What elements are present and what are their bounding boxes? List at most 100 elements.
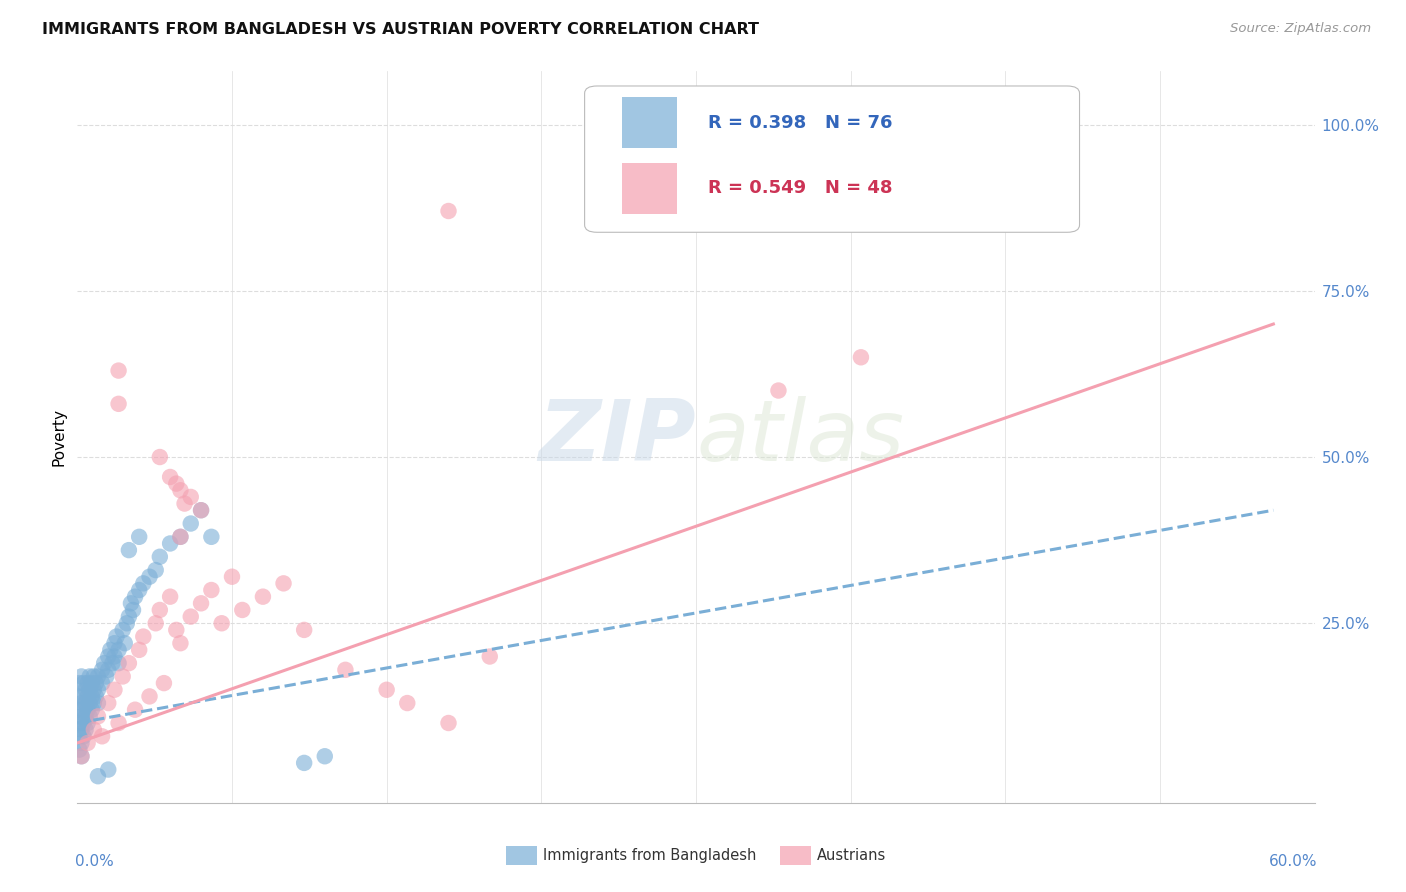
Point [159,590,181,604]
Text: Immigrants from Bangladesh: Immigrants from Bangladesh [543,848,756,863]
FancyBboxPatch shape [585,86,1080,232]
Point [747,118,769,132]
Point [118,609,141,624]
Point [221,570,243,584]
Point [97,763,120,777]
Point [101,656,124,670]
Point [111,623,134,637]
Point [72,676,94,690]
Point [200,582,222,597]
Point [67,716,90,731]
Point [107,716,129,731]
Point [169,530,191,544]
Point [138,570,160,584]
Point [91,729,114,743]
Point [396,696,419,710]
Point [98,643,121,657]
Point [70,749,93,764]
Point [138,690,160,704]
Point [107,397,129,411]
Text: ZIP: ZIP [538,395,696,479]
Point [375,682,398,697]
Bar [621,97,678,148]
Text: IMMIGRANTS FROM BANGLADESH VS AUSTRIAN POVERTY CORRELATION CHART: IMMIGRANTS FROM BANGLADESH VS AUSTRIAN P… [42,22,759,37]
Text: R = 0.549   N = 48: R = 0.549 N = 48 [709,179,893,197]
Point [97,663,120,677]
Point [96,669,118,683]
Point [83,669,105,683]
Point [91,676,114,690]
Point [252,590,274,604]
Text: 60.0%: 60.0% [1268,854,1317,869]
Point [180,490,202,504]
Point [118,543,141,558]
Point [292,623,315,637]
Point [70,669,93,683]
Point [72,690,94,704]
Point [72,716,94,731]
Point [79,669,101,683]
Point [103,649,125,664]
Point [190,503,212,517]
Point [180,609,202,624]
Point [165,623,187,637]
Point [273,576,295,591]
Point [169,483,191,498]
Point [149,549,172,564]
Text: Austrians: Austrians [817,848,886,863]
Point [84,676,107,690]
Point [87,669,110,683]
Point [132,576,155,591]
Point [83,682,105,697]
Point [159,536,181,550]
Point [76,676,98,690]
Point [124,703,146,717]
Point [70,696,93,710]
Point [132,630,155,644]
Point [72,703,94,717]
Point [159,470,181,484]
Point [768,384,790,398]
Point [145,563,167,577]
Point [120,596,142,610]
Point [70,736,93,750]
Point [169,530,191,544]
Point [76,736,98,750]
Point [231,603,253,617]
Point [87,696,110,710]
Point [87,709,110,723]
Point [190,503,212,517]
Point [80,703,103,717]
Point [115,616,138,631]
Point [118,656,141,670]
Point [67,703,90,717]
Point [103,636,125,650]
Point [70,749,93,764]
Point [79,696,101,710]
Point [80,690,103,704]
Point [87,769,110,783]
Point [122,603,145,617]
Point [93,656,115,670]
Point [76,703,98,717]
Point [153,676,176,690]
Text: 0.0%: 0.0% [75,854,114,869]
Point [76,716,98,731]
Point [75,682,97,697]
Point [84,690,107,704]
Point [67,729,90,743]
Point [70,723,93,737]
Point [128,530,150,544]
Point [83,696,105,710]
Point [149,450,172,464]
Point [107,363,129,377]
Text: atlas: atlas [696,395,904,479]
Point [111,669,134,683]
Point [124,590,146,604]
Point [292,756,315,770]
Point [145,616,167,631]
Point [91,663,114,677]
Point [76,690,98,704]
Text: R = 0.398   N = 76: R = 0.398 N = 76 [709,113,893,131]
Point [75,696,97,710]
